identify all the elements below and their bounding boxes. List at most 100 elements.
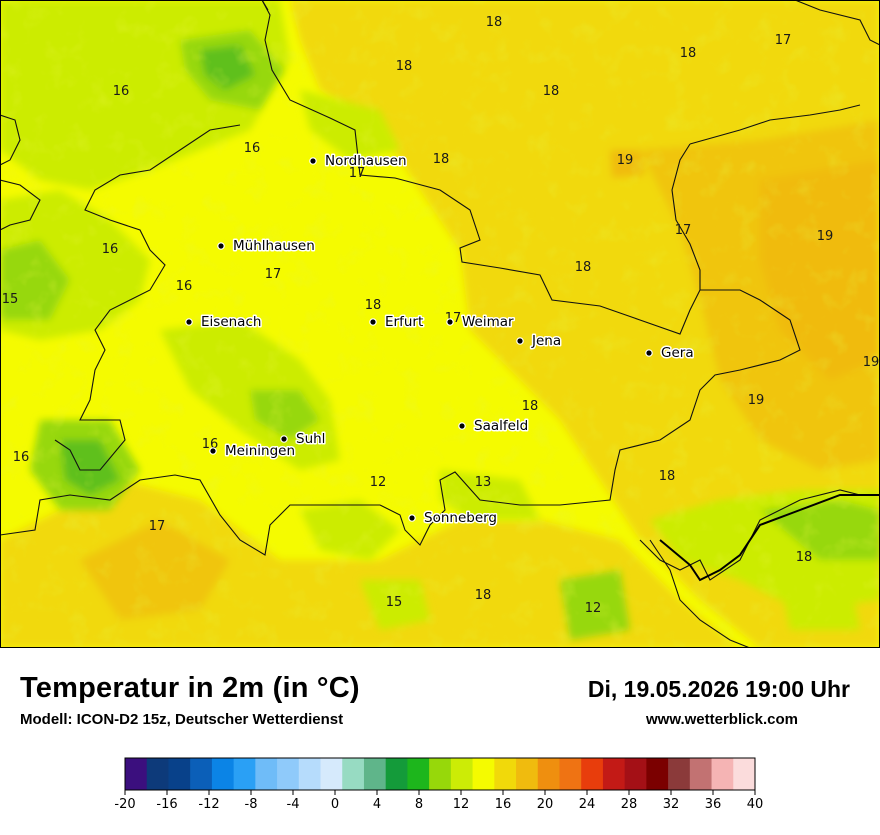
legend-tick-label: 16 bbox=[495, 797, 512, 812]
city-dot bbox=[458, 422, 466, 430]
temperature-value: 16 bbox=[113, 84, 130, 99]
city-label: Erfurt bbox=[385, 314, 423, 330]
legend-swatch bbox=[168, 758, 191, 790]
legend-swatch bbox=[190, 758, 213, 790]
city-dot bbox=[280, 435, 288, 443]
temperature-value: 19 bbox=[817, 229, 834, 244]
map-title: Temperatur in 2m (in °C) bbox=[20, 672, 360, 704]
city-label: Eisenach bbox=[201, 314, 261, 330]
legend-tick-label: 8 bbox=[415, 797, 423, 812]
legend-swatch bbox=[602, 758, 626, 790]
legend-tick-label: 24 bbox=[579, 797, 596, 812]
legend-tick-label: 40 bbox=[747, 797, 764, 812]
legend-swatch bbox=[733, 758, 756, 790]
temperature-value: 15 bbox=[2, 292, 19, 307]
temperature-value: 18 bbox=[522, 399, 539, 414]
legend-swatch bbox=[450, 758, 474, 790]
legend-tick-label: 4 bbox=[373, 797, 381, 812]
temperature-value: 18 bbox=[543, 84, 560, 99]
city-markers: Nordhausen Mühlhausen Eisenach Erfurt Weimar… bbox=[185, 152, 695, 528]
legend-tick-label: 36 bbox=[705, 797, 722, 812]
temperature-map: 18 18 17 18 18 16 16 17 18 19 17 19 16 18 17 16 15 18 17 18… bbox=[0, 0, 880, 648]
legend-swatch bbox=[146, 758, 169, 790]
model-source: Modell: ICON-D2 15z, Deutscher Wetterdie… bbox=[20, 711, 344, 728]
temperature-value: 16 bbox=[244, 141, 261, 156]
temperature-value: 17 bbox=[775, 33, 792, 48]
temperature-value: 19 bbox=[863, 355, 880, 370]
city-label: Suhl bbox=[296, 431, 325, 447]
legend-swatch bbox=[668, 758, 691, 790]
temperature-value: 18 bbox=[365, 298, 382, 313]
temperature-value: 17 bbox=[149, 519, 166, 534]
city-dot bbox=[446, 318, 454, 326]
temperature-value: 16 bbox=[13, 450, 30, 465]
temperature-value: 18 bbox=[680, 46, 697, 61]
legend-swatch bbox=[298, 758, 322, 790]
legend-swatch bbox=[385, 758, 408, 790]
legend-tick-label: -20 bbox=[114, 797, 135, 812]
legend-tick-label: 20 bbox=[537, 797, 554, 812]
legend-swatch bbox=[624, 758, 647, 790]
legend-swatch bbox=[342, 758, 365, 790]
legend-swatch bbox=[255, 758, 278, 790]
legend-tick-label: -16 bbox=[156, 797, 177, 812]
legend-frame bbox=[124, 757, 756, 791]
city-dot bbox=[645, 349, 653, 357]
city-label: Gera bbox=[661, 345, 694, 361]
legend-tick-label: 32 bbox=[663, 797, 680, 812]
temperature-value: 17 bbox=[265, 267, 282, 282]
temperature-value: 18 bbox=[396, 59, 413, 74]
city-label: Weimar bbox=[462, 314, 514, 330]
legend-tick-label: -8 bbox=[245, 797, 258, 812]
temperature-value: 16 bbox=[176, 279, 193, 294]
temperature-value: 18 bbox=[475, 588, 492, 603]
temperature-value: 17 bbox=[675, 223, 692, 238]
temperature-values: 18 18 17 18 18 16 16 17 18 19 17 19 16 18 17 16 15 18 17 18… bbox=[2, 15, 880, 616]
temperature-value: 19 bbox=[748, 393, 765, 408]
legend-swatch bbox=[429, 758, 452, 790]
legend-swatch bbox=[320, 758, 343, 790]
state-borders bbox=[0, 0, 880, 648]
temperature-value: 13 bbox=[475, 475, 492, 490]
legend-tick-label: -12 bbox=[198, 797, 219, 812]
city-label: Meiningen bbox=[225, 443, 295, 459]
legend-swatch bbox=[516, 758, 539, 790]
field-texture bbox=[0, 0, 880, 648]
city-label: Nordhausen bbox=[325, 153, 407, 169]
legend-swatch bbox=[494, 758, 517, 790]
city-label: Jena bbox=[531, 333, 561, 349]
legend-swatch bbox=[211, 758, 235, 790]
legend-swatch bbox=[646, 758, 669, 790]
legend-tick-label: 12 bbox=[453, 797, 470, 812]
city-dot bbox=[408, 514, 416, 522]
legend-swatch bbox=[277, 758, 300, 790]
temperature-value: 18 bbox=[486, 15, 503, 30]
legend-tick-label: 0 bbox=[331, 797, 339, 812]
temperature-value: 12 bbox=[585, 601, 602, 616]
legend-swatch bbox=[537, 758, 560, 790]
temperature-value: 15 bbox=[386, 595, 403, 610]
city-dot bbox=[217, 242, 225, 250]
legend-swatch bbox=[233, 758, 256, 790]
legend-swatch bbox=[407, 758, 430, 790]
city-dot bbox=[185, 318, 193, 326]
city-dot bbox=[369, 318, 377, 326]
legend-swatch bbox=[689, 758, 713, 790]
city-dot bbox=[309, 157, 317, 165]
temperature-value: 18 bbox=[659, 469, 676, 484]
legend-swatch bbox=[581, 758, 604, 790]
website-link[interactable]: www.wetterblick.com bbox=[646, 711, 798, 728]
temperature-value: 18 bbox=[796, 550, 813, 565]
temperature-value: 19 bbox=[617, 153, 634, 168]
color-legend: -20 -16 -12 -8 -4 0 4 8 12 16 20 24 28 32 36 40 bbox=[0, 750, 880, 830]
city-label: Mühlhausen bbox=[233, 238, 315, 254]
legend-swatch bbox=[363, 758, 387, 790]
legend-tick-label: -4 bbox=[287, 797, 300, 812]
temperature-value: 18 bbox=[433, 152, 450, 167]
city-dot bbox=[516, 337, 524, 345]
temperature-value: 16 bbox=[102, 242, 119, 257]
city-dot bbox=[209, 447, 217, 455]
legend-swatch bbox=[472, 758, 495, 790]
legend-swatch bbox=[559, 758, 582, 790]
legend-swatch bbox=[711, 758, 734, 790]
